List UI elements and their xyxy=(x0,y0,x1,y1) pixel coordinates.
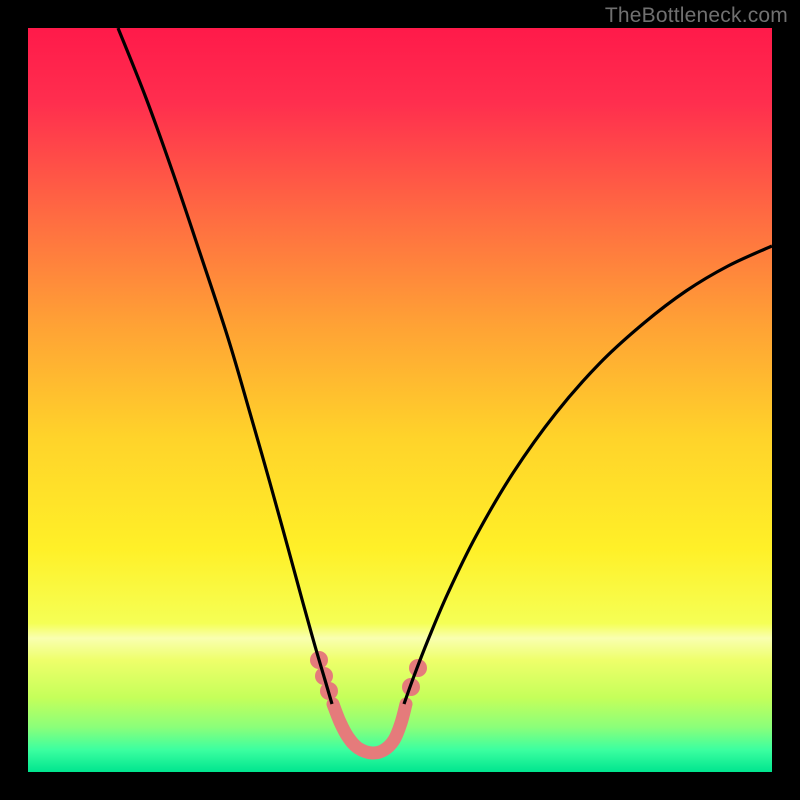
curve-left xyxy=(118,28,332,704)
trough-pink-segment xyxy=(333,704,406,753)
curves-layer xyxy=(28,28,772,772)
curve-right xyxy=(404,246,772,704)
watermark-text: TheBottleneck.com xyxy=(605,4,788,28)
plot-area xyxy=(28,28,772,772)
